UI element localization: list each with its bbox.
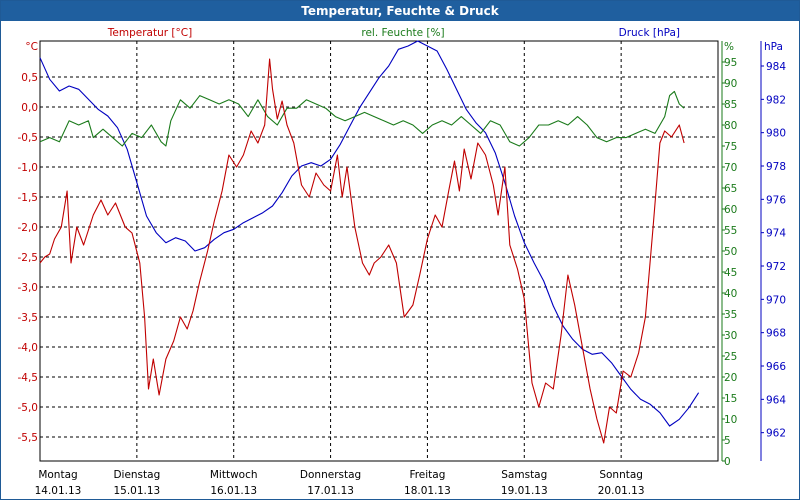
humidity-tick-label: 90: [724, 78, 737, 90]
humidity-tick-label: 25: [724, 351, 737, 363]
humidity-tick-label: 85: [724, 99, 737, 111]
pressure-tick-label: 970: [766, 294, 786, 306]
pressure-tick-label: 966: [766, 361, 786, 373]
date-label: 14.01.13: [35, 485, 82, 497]
legend-temperature: Temperatur [°C]: [107, 27, 192, 39]
humidity-tick-label: 55: [724, 225, 737, 237]
left-tick-label: -5,0: [18, 402, 39, 414]
humidity-axis-unit: %: [724, 41, 734, 53]
left-tick-label: -3,5: [18, 312, 39, 324]
legend-humidity: rel. Feuchte [%]: [361, 27, 444, 39]
pressure-tick-label: 964: [766, 394, 786, 406]
pressure-tick-label: 968: [766, 328, 786, 340]
humidity-tick-label: 50: [724, 246, 737, 258]
day-label: Mittwoch: [210, 469, 258, 481]
left-tick-label: -2,5: [18, 252, 39, 264]
pressure-tick-label: 984: [766, 61, 786, 73]
pressure-tick-label: 962: [766, 428, 786, 440]
day-label: Montag: [38, 469, 77, 481]
pressure-tick-label: 974: [766, 228, 786, 240]
left-tick-label: -1,0: [18, 162, 39, 174]
legend-pressure: Druck [hPa]: [619, 27, 680, 39]
humidity-tick-label: 60: [724, 204, 737, 216]
humidity-tick-label: 95: [724, 57, 737, 69]
pressure-tick-label: 978: [766, 161, 786, 173]
humidity-tick-label: 65: [724, 183, 737, 195]
left-tick-label: -2,0: [18, 222, 39, 234]
date-label: 15.01.13: [113, 485, 160, 497]
humidity-tick-label: 40: [724, 288, 737, 300]
pressure-line: [39, 40, 700, 427]
humidity-tick-label: 0: [724, 456, 731, 468]
humidity-tick-label: 10: [724, 414, 737, 426]
left-tick-label: -1,5: [18, 192, 39, 204]
date-label: 16.01.13: [210, 485, 257, 497]
humidity-line: [39, 90, 685, 147]
temperature-line: [39, 58, 685, 444]
humidity-tick-label: 5: [724, 435, 731, 447]
day-label: Freitag: [409, 469, 445, 481]
day-label: Donnerstag: [300, 469, 361, 481]
pressure-tick-label: 976: [766, 194, 786, 206]
pressure-tick-label: 972: [766, 261, 786, 273]
plot-frame: [39, 40, 719, 462]
humidity-tick-label: 20: [724, 372, 737, 384]
date-label: 17.01.13: [307, 485, 354, 497]
humidity-tick-label: 45: [724, 267, 737, 279]
left-axis-unit: °C: [25, 41, 38, 53]
humidity-tick-label: 15: [724, 393, 737, 405]
humidity-tick-label: 35: [724, 309, 737, 321]
day-label: Dienstag: [113, 469, 160, 481]
chart-title: Temperatur, Feuchte & Druck: [1, 1, 799, 21]
left-tick-label: -4,0: [18, 342, 39, 354]
day-label: Samstag: [501, 469, 547, 481]
humidity-tick-label: 70: [724, 162, 737, 174]
left-tick-label: -4,5: [18, 372, 39, 384]
humidity-tick-label: 30: [724, 330, 737, 342]
date-label: 20.01.13: [598, 485, 645, 497]
date-label: 18.01.13: [404, 485, 451, 497]
left-tick-label: 0,0: [21, 102, 38, 114]
left-tick-label: -0,5: [18, 132, 39, 144]
left-tick-label: -3,0: [18, 282, 39, 294]
day-label: Sonntag: [599, 469, 643, 481]
humidity-tick-label: 75: [724, 141, 737, 153]
left-tick-label: 0,5: [21, 72, 38, 84]
left-tick-label: -5,5: [18, 432, 39, 444]
humidity-tick-label: 80: [724, 120, 737, 132]
pressure-tick-label: 982: [766, 94, 786, 106]
pressure-tick-label: 980: [766, 128, 786, 140]
pressure-axis-unit: hPa: [764, 41, 783, 53]
date-label: 19.01.13: [501, 485, 548, 497]
